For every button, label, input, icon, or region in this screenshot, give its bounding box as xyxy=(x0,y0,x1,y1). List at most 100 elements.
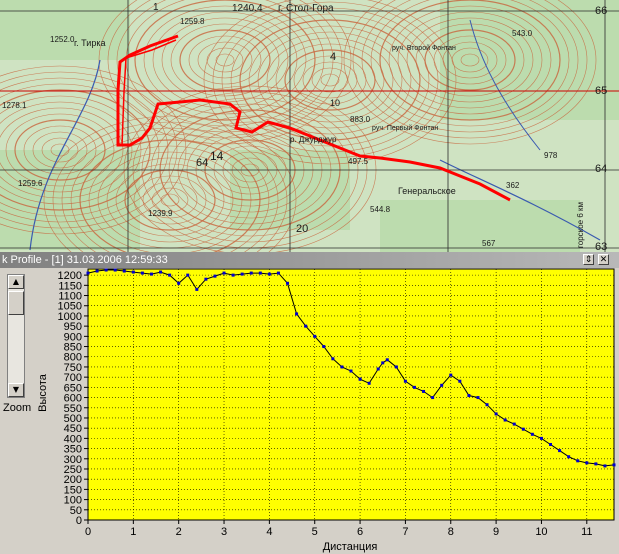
contour-line xyxy=(284,49,376,111)
profile-point xyxy=(113,268,117,272)
profile-point xyxy=(521,427,525,431)
x-axis-title: Дистанция xyxy=(323,541,378,553)
profile-point xyxy=(104,268,108,272)
map-label: 1278.1 xyxy=(2,101,27,110)
contour-line xyxy=(0,89,151,211)
contour-line xyxy=(79,139,261,252)
forest-patch xyxy=(0,0,130,60)
profile-point xyxy=(576,459,580,463)
profile-point xyxy=(286,281,290,285)
contour-line xyxy=(266,37,394,123)
elevation-profile-chart[interactable]: 0501001502002503003504004505005506006507… xyxy=(32,268,619,554)
map-label: 1252.0 xyxy=(50,35,75,44)
profile-line xyxy=(87,269,615,467)
contour-line xyxy=(197,41,253,79)
profile-points xyxy=(86,268,616,468)
contour-line xyxy=(88,145,252,252)
profile-point xyxy=(403,379,407,383)
map-label: 63 xyxy=(595,241,607,252)
map-label: 4 xyxy=(330,51,336,63)
contour-line xyxy=(203,0,457,165)
restore-button[interactable]: ⇕ xyxy=(583,254,594,265)
profile-point xyxy=(340,365,344,369)
contour-line xyxy=(293,55,367,105)
map-canvas[interactable]: 1240.4 г. Стол-Гора 66 65 64 63 1259.8 1… xyxy=(0,0,619,252)
contour-line xyxy=(188,35,262,85)
contour-line xyxy=(115,163,225,237)
map-label: 544.8 xyxy=(370,205,391,214)
y-tick-label: 1050 xyxy=(58,301,82,313)
window-title: k Profile - [1] 31.03.2006 12:59:33 xyxy=(2,254,168,266)
map-label: 10 xyxy=(330,98,340,108)
y-tick-label: 650 xyxy=(64,382,82,394)
profile-window-titlebar[interactable]: k Profile - [1] 31.03.2006 12:59:33 xyxy=(0,252,619,268)
x-tick-label: 2 xyxy=(176,526,182,538)
contour-line xyxy=(43,115,297,252)
contour-line xyxy=(106,157,234,243)
contour-line xyxy=(415,23,525,97)
profile-point xyxy=(558,449,562,453)
profile-point xyxy=(431,396,435,400)
y-tick-label: 400 xyxy=(64,433,82,445)
contour-line xyxy=(133,175,207,225)
y-tick-label: 900 xyxy=(64,331,82,343)
profile-point xyxy=(140,271,144,275)
topographic-map[interactable]: 1240.4 г. Стол-Гора 66 65 64 63 1259.8 1… xyxy=(0,0,619,252)
profile-point xyxy=(381,361,385,365)
map-label: Генеральское xyxy=(398,186,456,196)
profile-point xyxy=(549,442,553,446)
contour-line xyxy=(5,113,115,187)
profile-point xyxy=(512,422,516,426)
profile-point xyxy=(503,418,507,422)
contour-line xyxy=(52,121,288,252)
contour-line xyxy=(451,47,489,73)
route-track-outline xyxy=(121,39,177,147)
contour-line xyxy=(460,53,480,67)
zoom-up-icon[interactable]: ▲ xyxy=(8,275,24,289)
contour-line xyxy=(0,101,133,199)
zoom-label: Zoom xyxy=(3,402,32,414)
contour-line xyxy=(70,133,270,252)
close-button[interactable]: ✕ xyxy=(598,254,609,265)
profile-point xyxy=(304,324,308,328)
profile-point xyxy=(231,273,235,277)
contour-line xyxy=(320,73,340,87)
profile-point xyxy=(367,381,371,385)
profile-point xyxy=(177,281,181,285)
profile-point xyxy=(313,334,317,338)
profile-point xyxy=(594,462,598,466)
x-tick-labels: 0 1 2 3 4 5 6 7 8 9 10 11 xyxy=(85,526,593,538)
x-tick-label: 4 xyxy=(266,526,272,538)
y-axis-title: Высота xyxy=(37,373,49,412)
zoom-slider-thumb[interactable] xyxy=(8,291,24,315)
y-tick-label: 1200 xyxy=(58,270,82,282)
contour-line xyxy=(239,19,421,141)
profile-point xyxy=(539,436,543,440)
y-tick-label: 450 xyxy=(64,423,82,435)
map-label: 883.0 xyxy=(350,115,371,124)
map-label: 543.0 xyxy=(512,29,533,38)
rivers xyxy=(29,19,601,251)
zoom-down-icon[interactable]: ▼ xyxy=(8,383,24,397)
profile-point xyxy=(131,270,135,274)
x-tick-label: 10 xyxy=(535,526,547,538)
chart-gridlines xyxy=(84,269,614,524)
profile-point xyxy=(394,365,398,369)
map-label: 65 xyxy=(595,85,607,97)
contour-line xyxy=(311,67,349,93)
x-tick-label: 5 xyxy=(312,526,318,538)
contour-line xyxy=(160,193,180,207)
profile-point xyxy=(567,455,571,459)
map-labels: 1240.4 г. Стол-Гора 66 65 64 63 1259.8 1… xyxy=(2,2,607,252)
profile-point xyxy=(168,273,172,277)
map-label: р. Джурджур xyxy=(290,135,337,144)
map-label: руч. Второй Фонтан xyxy=(392,44,456,52)
contour-line xyxy=(98,0,352,145)
map-label: 978 xyxy=(544,151,558,160)
river-line xyxy=(469,19,541,151)
profile-point xyxy=(186,273,190,277)
zoom-slider[interactable]: ▲ ▼ xyxy=(7,274,25,398)
profile-point xyxy=(276,271,280,275)
x-tick-label: 0 xyxy=(85,526,91,538)
contour-line xyxy=(361,0,579,133)
